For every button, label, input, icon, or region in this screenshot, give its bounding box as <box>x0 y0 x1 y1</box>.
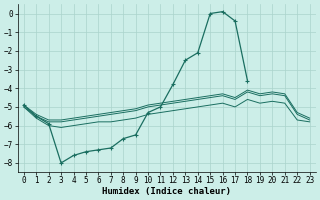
X-axis label: Humidex (Indice chaleur): Humidex (Indice chaleur) <box>102 187 231 196</box>
